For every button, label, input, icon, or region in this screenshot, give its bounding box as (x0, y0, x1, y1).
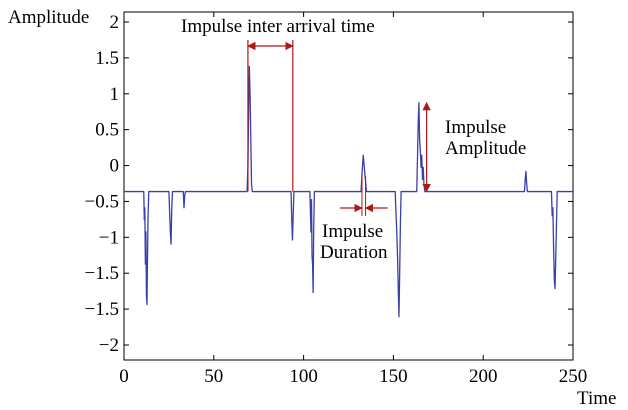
interval-annotation-label: Impulse inter arrival time (181, 16, 375, 37)
series-layer (124, 65, 573, 318)
x-tick-label: 100 (289, 366, 318, 387)
annotation-layer (247, 40, 431, 216)
y-tick-label: −0.5 (85, 191, 119, 212)
tick-layer: 0 50 100 150 200 250 2 1.5 1 0.5 0 −0.5 −1 −1.5 −1.5 −2 (85, 12, 588, 387)
y-tick-label: −1.5 (85, 263, 119, 284)
y-tick-label: 0 (110, 156, 120, 177)
y-tick-label: 1 (110, 84, 120, 105)
amplitude-annotation-label-1: Impulse (445, 117, 506, 138)
x-tick-label: 200 (469, 366, 498, 387)
y-tick-label: −1.5 (85, 299, 119, 320)
y-tick-label: 0.5 (95, 120, 119, 141)
x-axis-label: Time (577, 388, 616, 409)
y-tick-label: 2 (110, 12, 120, 33)
y-axis-label: Amplitude (8, 7, 89, 28)
amplitude-annotation-label-2: Amplitude (445, 138, 526, 159)
duration-annotation-label-1: Impulse (322, 221, 383, 242)
y-tick-label: 1.5 (95, 48, 119, 69)
x-tick-label: 50 (204, 366, 223, 387)
x-tick-label: 0 (119, 366, 129, 387)
x-tick-label: 150 (379, 366, 408, 387)
signal-line (124, 65, 573, 318)
y-tick-label: −1 (99, 227, 119, 248)
duration-annotation-label-2: Duration (320, 242, 388, 263)
x-tick-label: 250 (559, 366, 588, 387)
y-tick-label: −2 (99, 335, 119, 356)
plot-frame (123, 11, 574, 361)
